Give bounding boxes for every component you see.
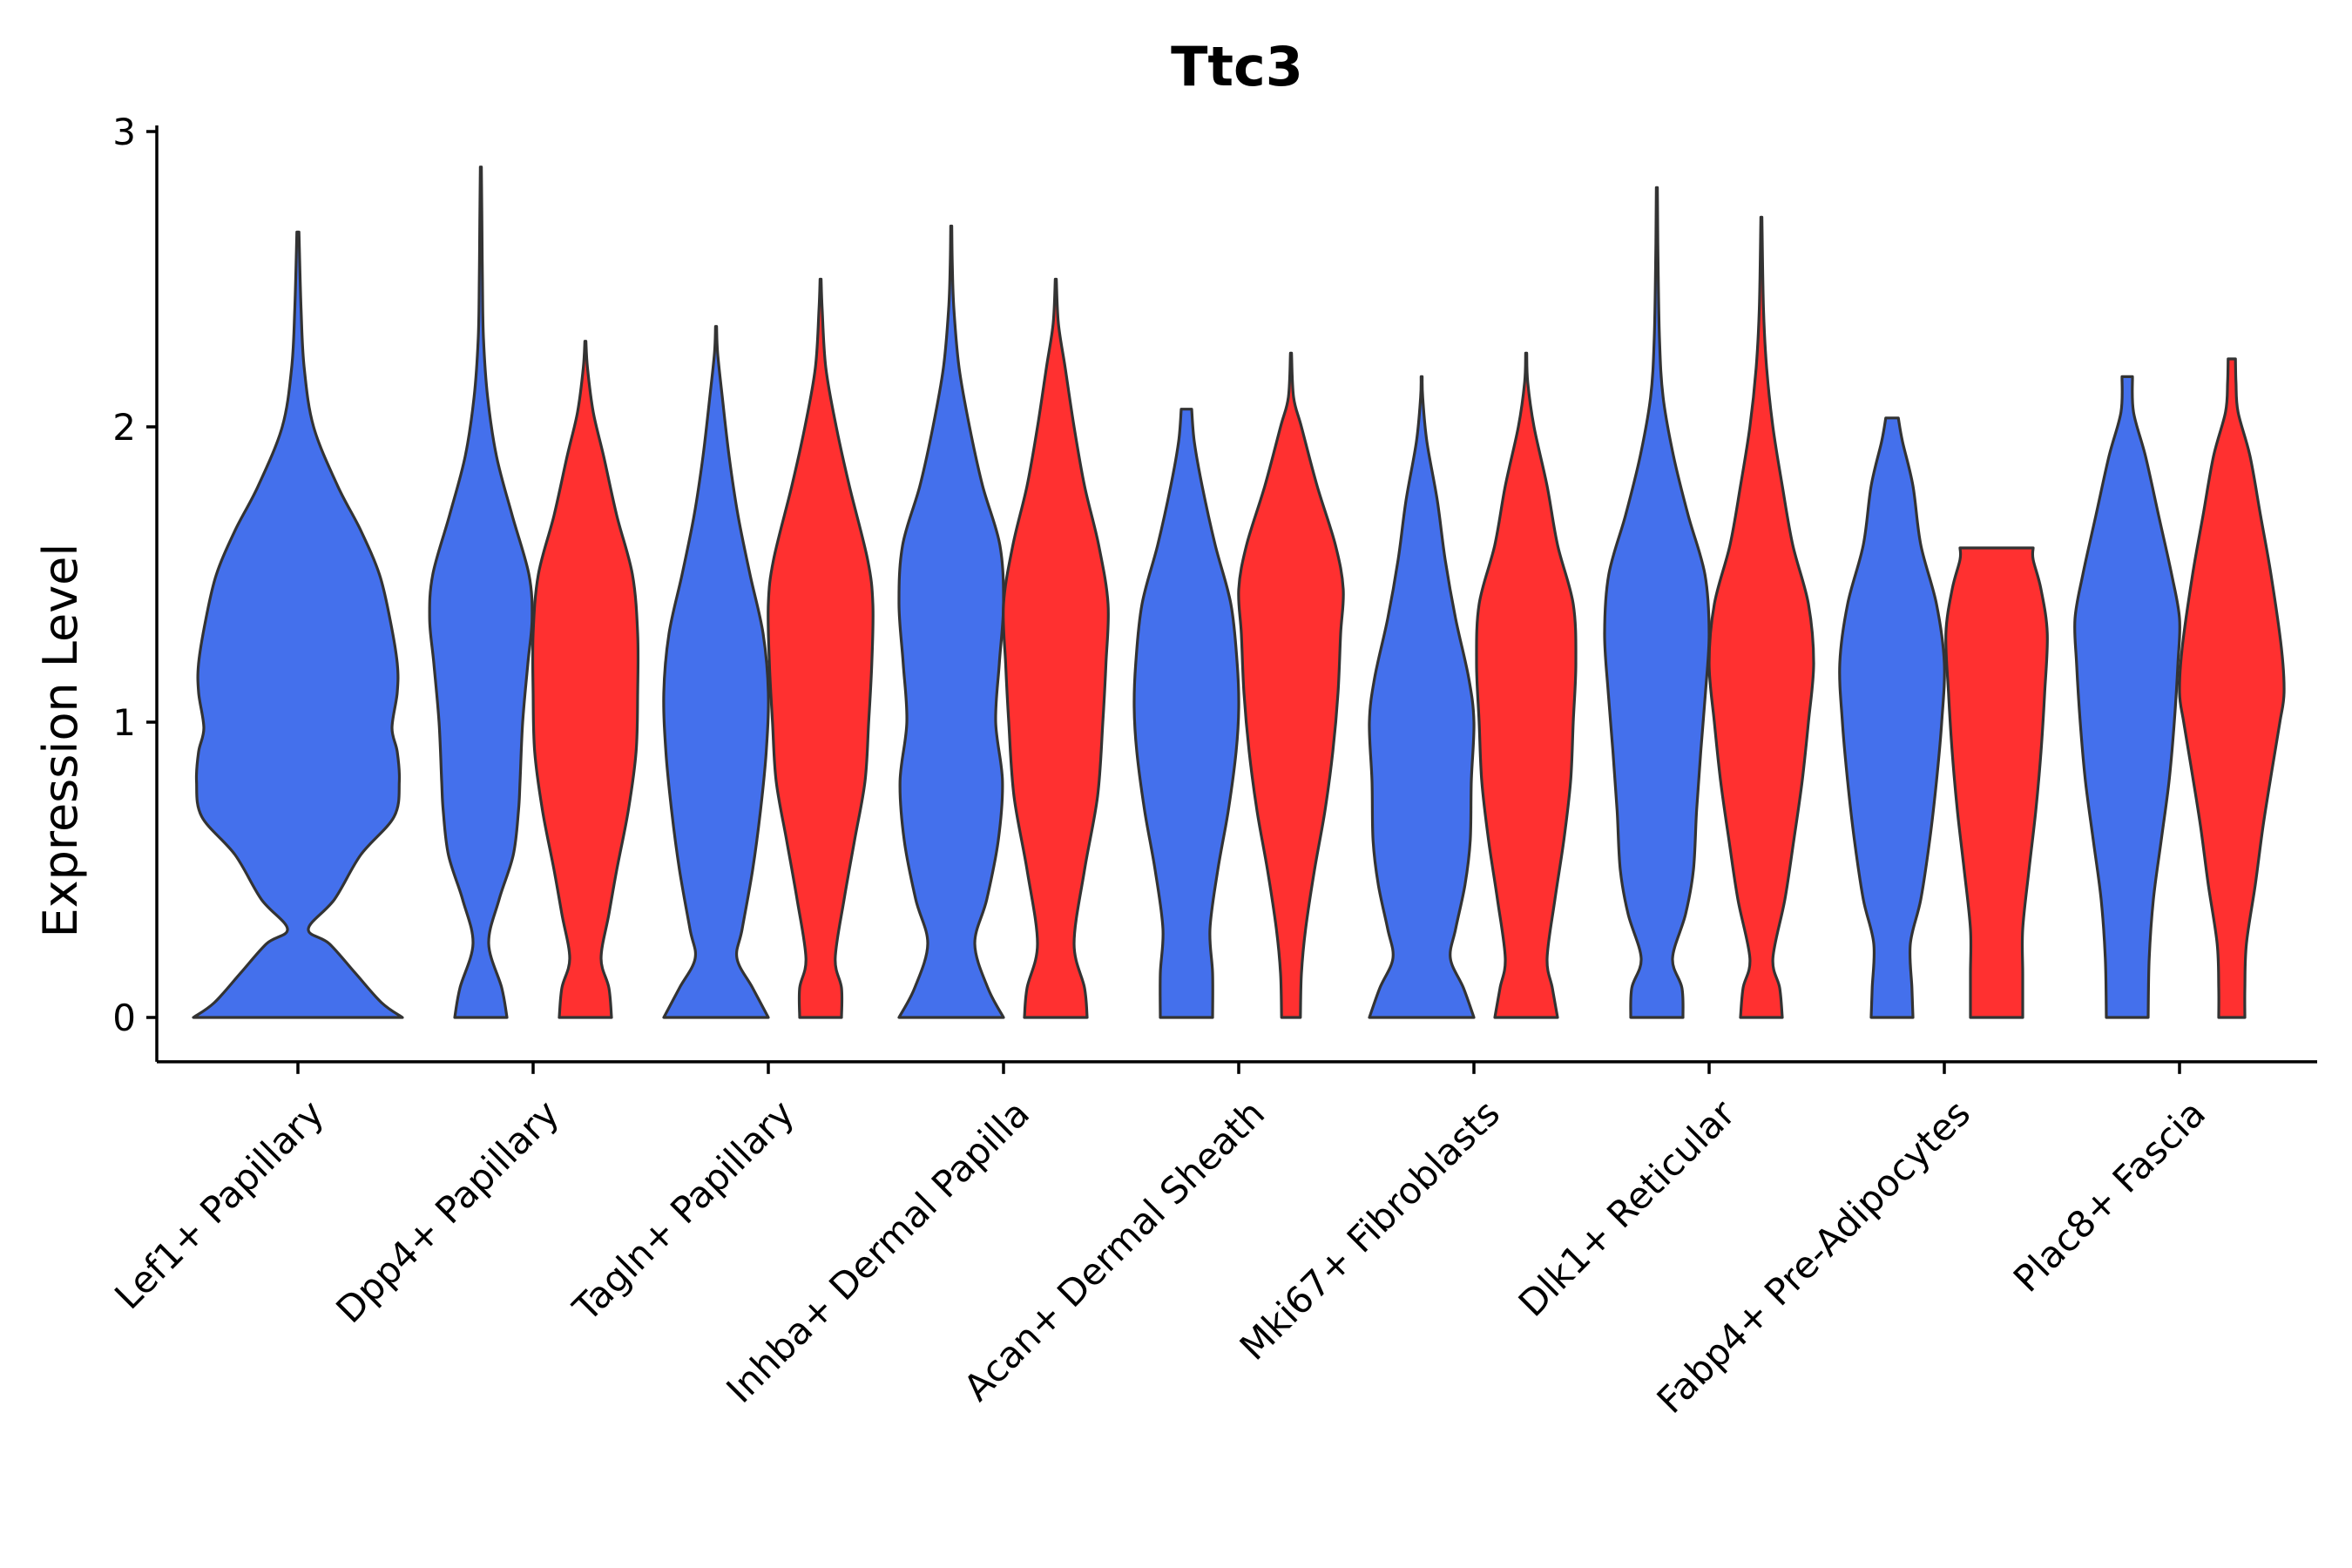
- violin-6-group-2: [1707, 215, 1815, 1019]
- y-axis-label: Expression Level: [33, 544, 88, 938]
- axes: [155, 125, 2317, 1064]
- violin-1-group-2: [531, 340, 640, 1019]
- violin-4-group-2: [1237, 351, 1345, 1019]
- violin-4-group-1: [1132, 408, 1240, 1019]
- chart-title: Ttc3: [1171, 35, 1303, 98]
- violin-2-group-2: [767, 277, 875, 1019]
- violin-0-group-1: [192, 230, 404, 1019]
- y-tick-label: 1: [112, 701, 136, 744]
- violin-5-group-1: [1368, 375, 1476, 1019]
- violin-3-group-2: [1002, 277, 1110, 1019]
- x-tick-label: Mki67+ Fibroblasts: [1232, 1092, 1508, 1368]
- x-tick-label: Dpp4+ Papillary: [328, 1092, 567, 1331]
- violin-1-group-1: [428, 166, 534, 1019]
- y-tick-label: 2: [112, 406, 136, 449]
- violin-7-group-2: [1944, 546, 2049, 1019]
- x-tick-label: Dlk1+ Reticular: [1511, 1092, 1744, 1325]
- violin-7-group-1: [1838, 416, 1946, 1019]
- violin-5-group-2: [1475, 351, 1578, 1019]
- x-tick-label: Lef1+ Papillary: [106, 1092, 332, 1317]
- violin-2-group-1: [662, 325, 770, 1019]
- x-tick-label: Tagln+ Papillary: [564, 1092, 802, 1329]
- violin-group: [192, 166, 2286, 1019]
- y-ticks: 0 1 2 3: [112, 111, 157, 1039]
- y-tick-label: 3: [112, 111, 136, 153]
- violin-8-group-2: [2178, 357, 2286, 1019]
- violin-3-group-1: [897, 224, 1005, 1019]
- violin-6-group-1: [1603, 186, 1711, 1019]
- y-tick-label: 0: [112, 997, 136, 1039]
- violin-8-group-1: [2073, 375, 2181, 1019]
- x-tick-label: Plac8+ Fascia: [2005, 1092, 2213, 1300]
